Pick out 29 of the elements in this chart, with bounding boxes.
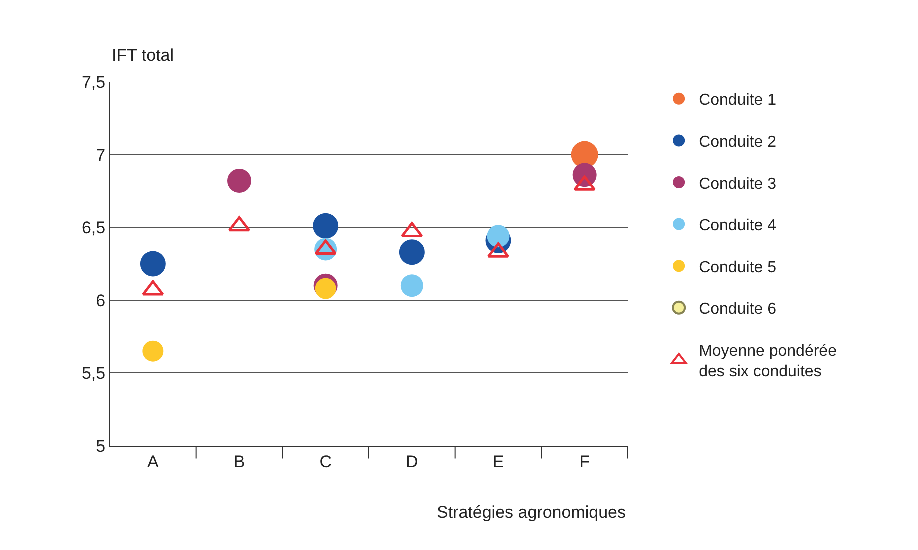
point: [487, 225, 510, 248]
legend-label: Conduite 3: [699, 176, 777, 193]
x-tick-label: C: [320, 452, 332, 472]
y-tick-label: 7,5: [82, 72, 106, 92]
legend-label: Conduite 6: [699, 301, 777, 318]
legend-label: Moyenne pondérée des six conduites: [699, 342, 838, 381]
point: [142, 340, 164, 362]
legend-label: Conduite 2: [699, 134, 777, 151]
x-tick-label: E: [492, 452, 504, 472]
point: [228, 169, 252, 193]
x-tick-label: B: [234, 452, 246, 472]
legend-label: Conduite 4: [699, 218, 777, 235]
y-tick-label: 7: [96, 146, 106, 165]
legend-label: Conduite 1: [699, 92, 777, 110]
y-tick-label: 6: [96, 291, 106, 310]
point: [313, 213, 339, 239]
x-tick-label: F: [580, 452, 590, 472]
legend-label: Conduite 5: [699, 259, 777, 276]
x-axis-title: Stratégies agronomiques: [437, 503, 626, 522]
x-tick-label: A: [148, 452, 160, 472]
point: [400, 274, 424, 298]
x-tick-label: D: [406, 452, 418, 472]
y-tick-label: 5,5: [82, 364, 106, 384]
point: [140, 251, 166, 277]
y-axis-title: IFT total: [112, 46, 174, 65]
y-tick-label: 6,5: [82, 218, 106, 238]
y-tick-label: 5: [96, 436, 106, 456]
point: [399, 240, 425, 266]
point: [315, 278, 336, 300]
